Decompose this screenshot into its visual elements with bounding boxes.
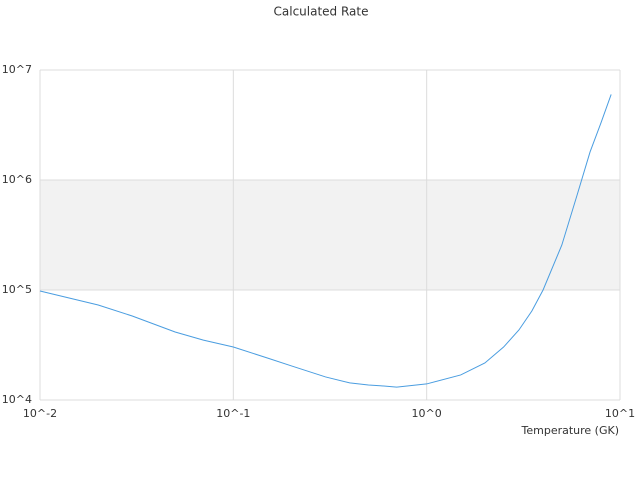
y-tick-label: 10^5 <box>2 283 32 296</box>
x-tick-label: 10^1 <box>605 407 635 420</box>
data-line <box>39 94 612 388</box>
x-tick-label: 10^-1 <box>216 407 250 420</box>
y-tick-label: 10^4 <box>2 393 32 406</box>
x-tick-label: 10^-2 <box>23 407 57 420</box>
chart-title: Calculated Rate <box>274 5 369 19</box>
x-tick-label: 10^0 <box>412 407 442 420</box>
grid-band <box>40 180 620 290</box>
y-tick-label: 10^6 <box>2 173 32 186</box>
y-tick-label: 10^7 <box>2 63 32 76</box>
x-axis-label: Temperature (GK) <box>521 424 620 437</box>
